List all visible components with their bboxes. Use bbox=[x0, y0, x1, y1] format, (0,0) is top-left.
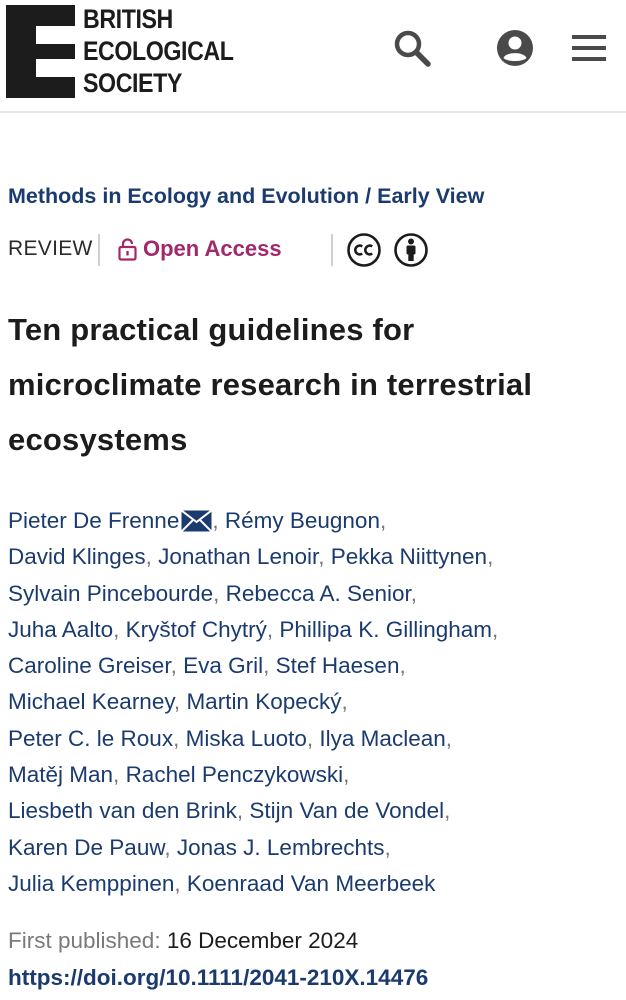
article-type: REVIEW bbox=[8, 237, 93, 260]
breadcrumb-separator: / bbox=[365, 184, 372, 208]
lock-open-icon bbox=[118, 238, 137, 261]
author-line: Julia Kemppinen, Koenraad Van Meerbeek bbox=[8, 870, 436, 896]
mail-icon[interactable] bbox=[181, 510, 213, 532]
bes-logo[interactable]: BRITISH ECOLOGICAL SOCIETY bbox=[6, 3, 234, 99]
account-icon[interactable] bbox=[495, 28, 535, 68]
logo-line-2: ECOLOGICAL bbox=[83, 36, 234, 66]
author-link[interactable]: Pekka Niittynen bbox=[330, 544, 488, 570]
author-link[interactable]: Phillipa K. Gillingham bbox=[279, 616, 493, 642]
author-link[interactable]: Rémy Beugnon bbox=[224, 508, 380, 533]
author-link[interactable]: Jonas J. Lembrechts bbox=[176, 834, 385, 860]
journal-link[interactable]: Methods in Ecology and Evolution bbox=[8, 184, 360, 208]
published-date: 16 December 2024 bbox=[166, 928, 359, 953]
author-list: Pieter De Frenne, Rémy Beugnon, David Kl… bbox=[8, 503, 620, 902]
author-link[interactable]: Pieter De Frenne bbox=[8, 508, 180, 533]
search-icon[interactable] bbox=[392, 28, 432, 68]
author-line: Matěj Man, Rachel Penczykowski, bbox=[8, 762, 350, 788]
author-link[interactable]: Juha Aalto bbox=[8, 616, 114, 642]
article-title: Ten practical guidelines for microclimat… bbox=[8, 312, 533, 457]
author-link[interactable]: Liesbeth van den Brink bbox=[8, 798, 237, 824]
author-link[interactable]: Julia Kemppinen bbox=[8, 870, 175, 896]
publication-date: First published: 16 December 2024 bbox=[8, 928, 358, 954]
article-meta-row: REVIEW Open Access bbox=[8, 232, 618, 270]
author-link[interactable]: Rachel Penczykowski bbox=[125, 762, 344, 788]
author-line: Peter C. le Roux, Miska Luoto, Ilya Macl… bbox=[8, 725, 452, 751]
author-link[interactable]: Eva Gril bbox=[183, 653, 264, 679]
open-access-label: Open Access bbox=[143, 236, 282, 261]
author-link[interactable]: Rebecca A. Senior bbox=[225, 580, 411, 606]
bes-logo-text: BRITISH ECOLOGICAL SOCIETY bbox=[83, 3, 234, 99]
author-link[interactable]: Sylvain Pincebourde bbox=[8, 580, 214, 606]
doi-link[interactable]: https://doi.org/10.1111/2041-210X.14476 bbox=[8, 965, 429, 990]
bes-logo-mark-icon bbox=[6, 5, 75, 98]
site-header: BRITISH ECOLOGICAL SOCIETY bbox=[0, 0, 626, 113]
author-link[interactable]: David Klinges bbox=[8, 544, 146, 570]
author-link[interactable]: Michael Kearney bbox=[8, 689, 174, 715]
author-line: Juha Aalto, Kryštof Chytrý, Phillipa K. … bbox=[8, 616, 499, 642]
author-link[interactable]: Martin Kopecký bbox=[186, 689, 342, 715]
author-link[interactable]: Miska Luoto bbox=[185, 725, 307, 751]
author-line: Karen De Pauw, Jonas J. Lembrechts, bbox=[8, 834, 391, 860]
author-link[interactable]: Koenraad Van Meerbeek bbox=[186, 870, 436, 896]
author-line: Michael Kearney, Martin Kopecký, bbox=[8, 689, 348, 715]
author-link[interactable]: Stijn Van de Vondel bbox=[249, 798, 445, 824]
author-line: Pieter De Frenne, Rémy Beugnon, bbox=[8, 508, 387, 533]
author-link[interactable]: Stef Haesen bbox=[275, 653, 400, 679]
menu-icon[interactable] bbox=[569, 28, 609, 68]
author-link[interactable]: Jonathan Lenoir bbox=[158, 544, 319, 570]
author-line: Sylvain Pincebourde, Rebecca A. Senior, bbox=[8, 580, 418, 606]
author-link[interactable]: Ilya Maclean bbox=[319, 725, 446, 751]
logo-line-1: BRITISH bbox=[83, 4, 173, 34]
meta-divider bbox=[98, 234, 100, 266]
breadcrumb: Methods in Ecology and Evolution / Early… bbox=[8, 184, 484, 209]
creative-commons-icon[interactable] bbox=[346, 232, 382, 268]
early-view-link[interactable]: Early View bbox=[377, 184, 485, 208]
published-label: First published: bbox=[8, 928, 161, 953]
author-line: Liesbeth van den Brink, Stijn Van de Von… bbox=[8, 798, 451, 824]
author-link[interactable]: Kryštof Chytrý bbox=[125, 616, 267, 642]
logo-line-3: SOCIETY bbox=[83, 68, 182, 98]
author-link[interactable]: Caroline Greiser bbox=[8, 653, 171, 679]
meta-divider bbox=[331, 234, 333, 266]
author-link[interactable]: Matěj Man bbox=[8, 762, 114, 788]
author-link[interactable]: Karen De Pauw bbox=[8, 834, 165, 860]
author-link[interactable]: Peter C. le Roux bbox=[8, 725, 174, 751]
author-line: David Klinges, Jonathan Lenoir, Pekka Ni… bbox=[8, 544, 494, 570]
attribution-icon[interactable] bbox=[393, 232, 429, 268]
author-line: Caroline Greiser, Eva Gril, Stef Haesen, bbox=[8, 653, 406, 679]
